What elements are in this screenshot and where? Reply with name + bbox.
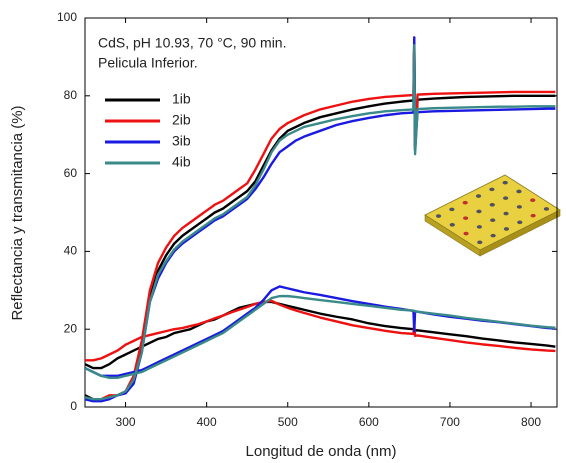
plate-dot bbox=[476, 225, 482, 229]
legend-label: 3ib bbox=[172, 133, 191, 149]
plate-dot bbox=[502, 180, 508, 185]
data-line bbox=[85, 36, 556, 401]
legend-label: 1ib bbox=[172, 91, 191, 107]
x-tick-label: 800 bbox=[521, 415, 541, 429]
plate-dot bbox=[543, 207, 550, 211]
plate-dot bbox=[516, 189, 522, 194]
plot-frame bbox=[84, 17, 558, 408]
plate-dot bbox=[530, 198, 536, 203]
y-tick-label: 40 bbox=[64, 244, 78, 258]
y-axis-title: Reflectancia y transmitancia (%) bbox=[9, 105, 26, 320]
plate-dot bbox=[489, 187, 495, 192]
plate-dot bbox=[517, 220, 523, 225]
legend-label: 2ib bbox=[172, 112, 191, 128]
plate-dot bbox=[516, 205, 522, 209]
y-tick-label: 0 bbox=[70, 399, 77, 413]
inset-plate bbox=[424, 174, 561, 257]
plate-dot bbox=[489, 202, 495, 207]
plate-dot bbox=[435, 214, 442, 218]
y-tick-label: 100 bbox=[57, 10, 77, 24]
plate-dot bbox=[503, 211, 509, 216]
plate-dot bbox=[449, 222, 455, 227]
annotation: Pelicula Inferior. bbox=[98, 55, 198, 71]
y-tick-label: 20 bbox=[64, 321, 78, 335]
x-axis-title: Longitud de onda (nm) bbox=[246, 443, 397, 460]
plate-dot bbox=[477, 240, 483, 245]
x-tick-label: 400 bbox=[197, 415, 217, 429]
x-tick-label: 300 bbox=[116, 415, 136, 429]
plate-dot bbox=[449, 207, 455, 212]
plate-dot bbox=[476, 209, 482, 214]
legend-label: 4ib bbox=[172, 154, 191, 170]
data-line bbox=[85, 299, 556, 362]
data-line bbox=[85, 44, 556, 401]
y-tick-label: 80 bbox=[64, 88, 78, 102]
x-tick-label: 700 bbox=[440, 415, 460, 429]
y-tick-label: 60 bbox=[64, 166, 78, 180]
plate-dot bbox=[503, 196, 509, 200]
plate-dot bbox=[490, 233, 496, 238]
x-tick-label: 600 bbox=[359, 415, 379, 429]
x-tick-label: 500 bbox=[278, 415, 298, 429]
plate-dot bbox=[475, 194, 482, 198]
plate-dot bbox=[530, 213, 536, 218]
plate-dot bbox=[503, 227, 510, 231]
annotation: CdS, pH 10.93, 70 °C, 90 min. bbox=[98, 35, 286, 51]
plate-dot bbox=[490, 218, 496, 223]
plate-dot bbox=[463, 216, 469, 220]
data-line bbox=[85, 294, 556, 380]
plate-side bbox=[479, 209, 561, 257]
plate-dot bbox=[463, 231, 469, 236]
plate-dot bbox=[462, 200, 468, 205]
